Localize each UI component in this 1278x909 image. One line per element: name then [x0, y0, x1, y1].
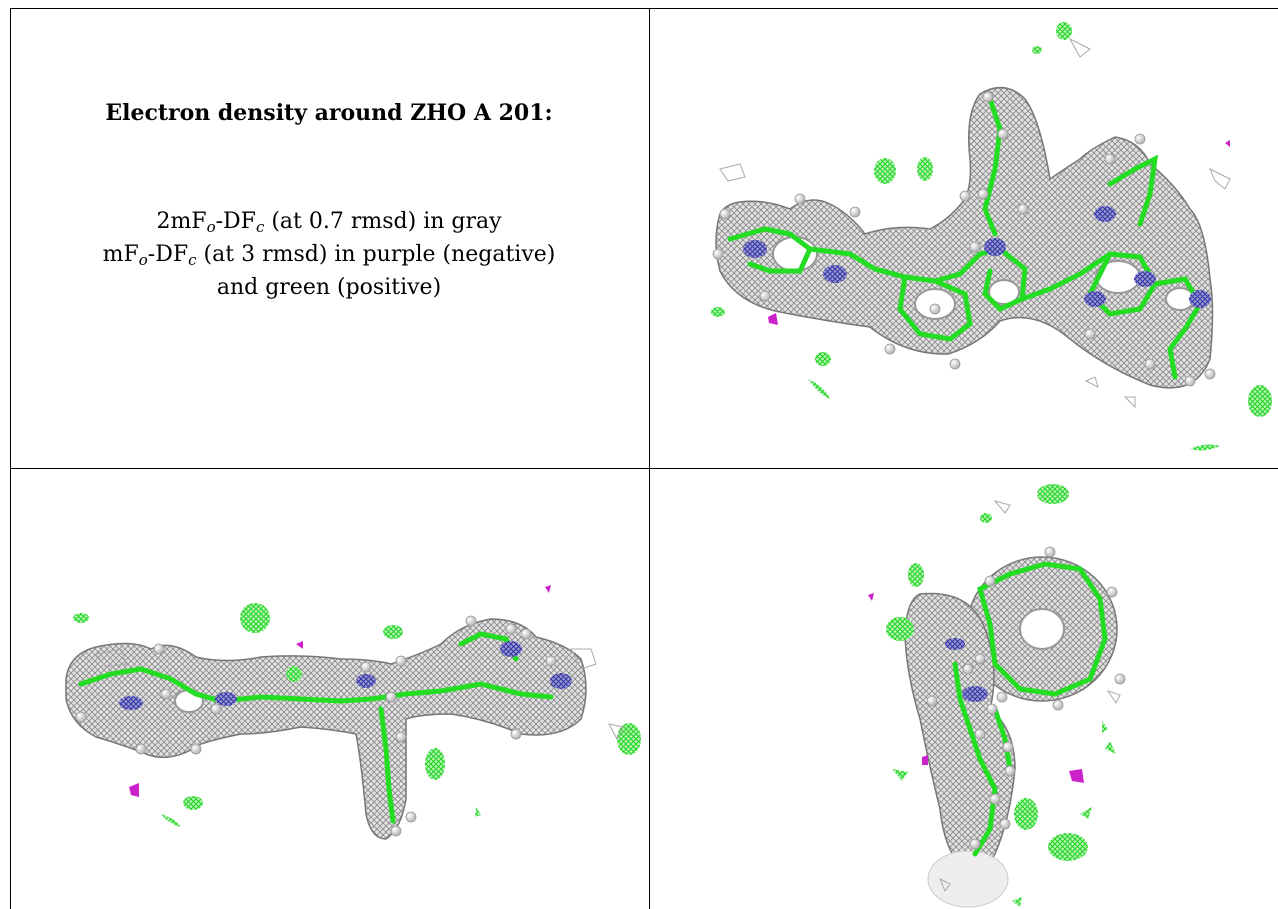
negative-difference-density [768, 140, 1230, 325]
positive-difference-density [886, 484, 1116, 907]
green-bond-skeleton [727, 96, 1203, 380]
ring-hole [988, 279, 1020, 305]
grid-center-border [649, 8, 650, 909]
density-image-bottom-left [65, 585, 641, 840]
gray-density-fragments [95, 648, 624, 741]
figure-title: Electron density around ZHO A 201: [105, 100, 553, 126]
nitrogen-density [945, 638, 988, 702]
nitrogen-density [743, 206, 1211, 308]
density-view-top-right [650, 9, 1278, 468]
figure-legend: 2mFo-DFc (at 0.7 rmsd) in gray mFo-DFc (… [10, 208, 648, 301]
grid-middle-border [10, 468, 1278, 469]
density-image-bottom-right [868, 484, 1126, 908]
density-view-bottom-right [650, 469, 1278, 909]
negative-difference-density [868, 593, 1084, 783]
atom-spheres [712, 91, 1216, 387]
gray-density-fragments [719, 37, 1231, 409]
density-view-bottom-left [11, 469, 649, 909]
atom-spheres [926, 546, 1126, 850]
density-image-top-right [711, 22, 1272, 451]
legend-line-positive: and green (positive) [216, 275, 442, 300]
atom-spheres [75, 615, 557, 837]
legend-line-fofc: mFo-DFc (at 3 rmsd) in purple (negative) [102, 242, 556, 269]
figure-grid: Electron density around ZHO A 201: 2mFo-… [10, 8, 1278, 909]
ring-hole [1019, 608, 1065, 650]
grid-left-border [10, 8, 11, 909]
gray-density-envelope [715, 86, 1214, 389]
positive-difference-density [73, 603, 641, 827]
positive-difference-density [711, 22, 1272, 451]
legend-line-2fofc: 2mFo-DFc (at 0.7 rmsd) in gray [156, 209, 502, 236]
green-bond-skeleton [952, 561, 1108, 857]
nitrogen-density [119, 641, 572, 710]
caption-cell: Electron density around ZHO A 201: 2mFo-… [10, 8, 648, 468]
grid-top-border [10, 8, 1278, 9]
gray-density-fragments [939, 500, 1121, 893]
gray-density-faint [927, 850, 1009, 908]
negative-difference-density [129, 585, 551, 797]
